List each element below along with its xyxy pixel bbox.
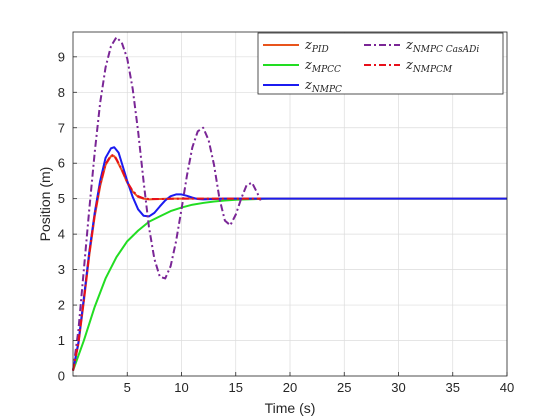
- y-tick-label: 1: [58, 333, 65, 348]
- legend-label-sub: NMPC CasADi: [412, 45, 479, 55]
- y-axis-label: Position (m): [37, 167, 53, 242]
- x-tick-label: 15: [229, 380, 243, 395]
- legend-item: zNMPCM: [364, 58, 453, 75]
- y-tick-label: 6: [58, 156, 65, 171]
- legend-item: zNMPC CasADi: [364, 38, 479, 55]
- series-line-nmpcm: [72, 154, 261, 371]
- legend-label-main: z: [304, 38, 312, 53]
- legend-label-sub: NMPC: [311, 85, 342, 95]
- x-tick-label: 35: [446, 380, 460, 395]
- x-tick-label: 40: [500, 380, 514, 395]
- x-tick-label: 30: [391, 380, 405, 395]
- series-lines: [72, 36, 507, 372]
- axis-ticks: 5 10 15 20 25 30 35 40 0 1 2 3 4 5 6 7 8 9: [58, 49, 514, 395]
- series-line-nmpc-casadi: [72, 36, 262, 371]
- legend-label: zMPCC: [304, 58, 341, 75]
- legend-label-sub: MPCC: [311, 65, 341, 75]
- x-tick-label: 10: [174, 380, 188, 395]
- legend-label: zPID: [304, 38, 329, 55]
- legend-item: zMPCC: [263, 58, 341, 75]
- y-tick-label: 4: [58, 227, 65, 242]
- legend-label: zNMPC: [304, 78, 342, 95]
- legend-label-main: z: [405, 58, 413, 73]
- y-tick-label: 7: [58, 120, 65, 135]
- y-tick-label: 5: [58, 191, 65, 206]
- legend-item: zNMPC: [263, 78, 342, 95]
- y-tick-label: 3: [58, 262, 65, 277]
- x-tick-label: 20: [283, 380, 297, 395]
- y-tick-label: 8: [58, 85, 65, 100]
- x-tick-label: 5: [124, 380, 131, 395]
- legend-label: zNMPCM: [405, 58, 453, 75]
- y-tick-label: 0: [58, 369, 65, 384]
- y-tick-label: 2: [58, 298, 65, 313]
- legend-label-main: z: [304, 78, 312, 93]
- legend-item: zPID: [263, 38, 329, 55]
- legend-box: [257, 32, 504, 95]
- legend-label-main: z: [304, 58, 312, 73]
- legend-label-sub: PID: [311, 45, 329, 55]
- x-axis-label: Time (s): [265, 400, 316, 416]
- legend-label-main: z: [405, 38, 413, 53]
- legend-label-sub: NMPCM: [412, 65, 453, 75]
- x-tick-label: 25: [337, 380, 351, 395]
- legend-label: zNMPC CasADi: [405, 38, 479, 55]
- y-tick-label: 9: [58, 49, 65, 64]
